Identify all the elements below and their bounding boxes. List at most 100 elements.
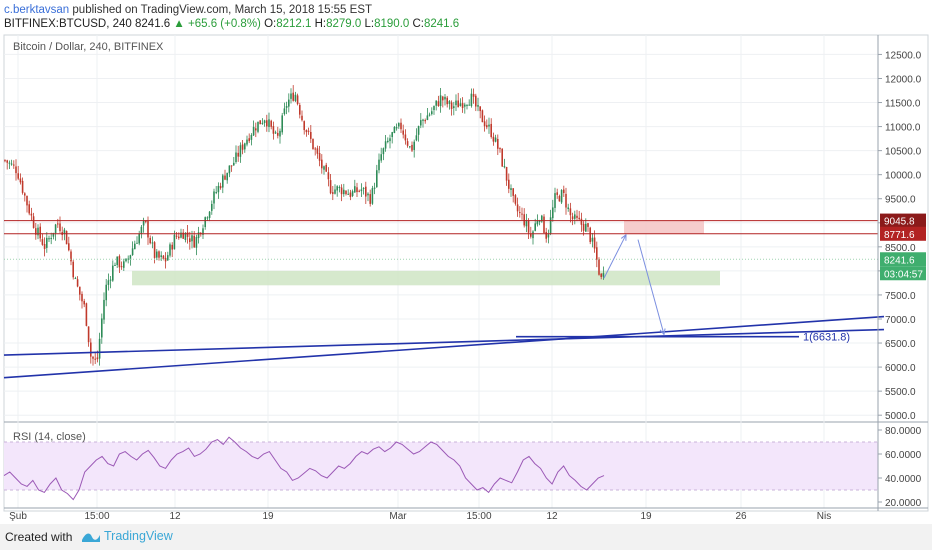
candle-body [112, 265, 114, 281]
candle-body [316, 148, 319, 154]
candle-body [534, 223, 536, 231]
candle-body [580, 218, 583, 225]
candle-body [497, 138, 499, 149]
candle-body [439, 95, 442, 107]
overlays: 1(6631.8) [3, 220, 885, 379]
candle-body [24, 193, 26, 196]
trendline-1[interactable] [3, 328, 885, 356]
rsi-y-tick-label: 40.0000 [885, 474, 922, 485]
price-chart[interactable]: 1(6631.8) 5000.0 5500.0 6000.0 6500.0 7000.0… [0, 0, 932, 524]
candle-body [461, 103, 464, 108]
candle-body [508, 179, 510, 189]
candle-body [129, 255, 132, 260]
candle-body [554, 193, 556, 208]
candle-body [552, 207, 554, 219]
y-tick-label: 11000.0 [885, 123, 921, 134]
arrowhead-down-icon [659, 328, 666, 336]
candle-body [356, 187, 358, 193]
price-tag-last: 8241.6 [884, 255, 915, 266]
x-tick-label: Mar [389, 511, 407, 522]
resistance-zone[interactable] [624, 220, 704, 234]
price-axis[interactable]: 5000.05500.06000.06500.07000.07500.08000… [877, 35, 926, 511]
rsi-band [4, 442, 878, 490]
candle-body [233, 162, 235, 166]
candle-body [81, 293, 83, 302]
published-text: published on TradingView.com, March 15, … [72, 4, 373, 16]
candle-body [329, 180, 332, 194]
candle-body [354, 186, 356, 193]
candle-body [274, 132, 277, 134]
candle-body [41, 239, 44, 245]
rsi-y-tick-label: 80.0000 [885, 426, 922, 437]
candle-body [136, 242, 138, 244]
projection-down-arrow[interactable] [637, 239, 665, 335]
candle-body [519, 212, 521, 214]
candle-body [538, 220, 541, 222]
trendline-2[interactable] [3, 315, 885, 379]
candle-body [204, 217, 206, 228]
support-zone[interactable] [132, 270, 720, 286]
rsi-title: RSI (14, close) [13, 431, 86, 443]
candle-body [222, 175, 224, 188]
candle-body [492, 136, 495, 142]
candle-body [450, 102, 453, 109]
candle-body [219, 185, 222, 189]
candle-body [340, 187, 343, 195]
candle-body [292, 92, 294, 101]
ohlc-bar: BITFINEX:BTCUSD, 240 8241.6 ▲ +65.6 (+0.… [4, 17, 459, 32]
y-tick-label: 5000.0 [885, 411, 916, 422]
candle-body [521, 213, 523, 215]
candle-body [310, 132, 312, 139]
candle-body [602, 273, 605, 277]
candle-body [151, 242, 154, 244]
candle-body [6, 160, 8, 163]
x-tick-label: 19 [262, 511, 274, 522]
candle-body [87, 326, 90, 343]
candle-body [426, 115, 429, 121]
candle-body [314, 148, 316, 150]
candle-body [107, 280, 110, 285]
candle-body [290, 93, 292, 99]
high-value: 8279.0 [326, 18, 362, 30]
candle-body [299, 104, 301, 115]
candle-body [323, 166, 325, 170]
candle-body [114, 265, 116, 267]
projection-up-arrow[interactable] [603, 234, 627, 279]
rsi-line[interactable] [3, 436, 605, 501]
candle-body [336, 186, 338, 191]
candle-body [360, 189, 363, 192]
author-link[interactable]: c.berktavsan [4, 4, 70, 16]
candle-body [10, 163, 13, 165]
candle-body [17, 173, 19, 179]
candle-body [186, 232, 189, 237]
candle-body [455, 100, 457, 106]
time-axis[interactable]: Şub 15:00 12 19 Mar 15:00 12 19 26 Nis [4, 507, 928, 522]
candle-body [54, 224, 57, 234]
candle-body [70, 251, 72, 262]
candle-body [19, 178, 22, 183]
candle-body [488, 124, 490, 127]
candle-body [470, 93, 473, 107]
y-tick-label: 6000.0 [885, 363, 916, 374]
candle-body [321, 159, 323, 169]
candle-body [477, 105, 479, 107]
candle-body [523, 214, 525, 226]
candle-body [250, 135, 253, 140]
candle-body [376, 170, 378, 187]
candle-body [15, 166, 17, 174]
price-tag-last-bg [880, 252, 926, 267]
candle-body [109, 279, 112, 281]
candle-body [479, 106, 481, 112]
candle-body [160, 255, 162, 257]
candle-body [182, 232, 184, 239]
rsi-y-tick-label: 20.0000 [885, 498, 922, 509]
y-tick-label: 7500.0 [885, 291, 916, 302]
tradingview-brand[interactable]: TradingView [82, 529, 173, 543]
candle-body [37, 227, 39, 236]
candle-body [178, 236, 180, 239]
candle-body [565, 193, 567, 208]
candle-body [180, 232, 182, 238]
zones [132, 220, 720, 286]
price-tag-countdown: 03:04:57 [884, 269, 923, 280]
candle-body [156, 251, 158, 258]
